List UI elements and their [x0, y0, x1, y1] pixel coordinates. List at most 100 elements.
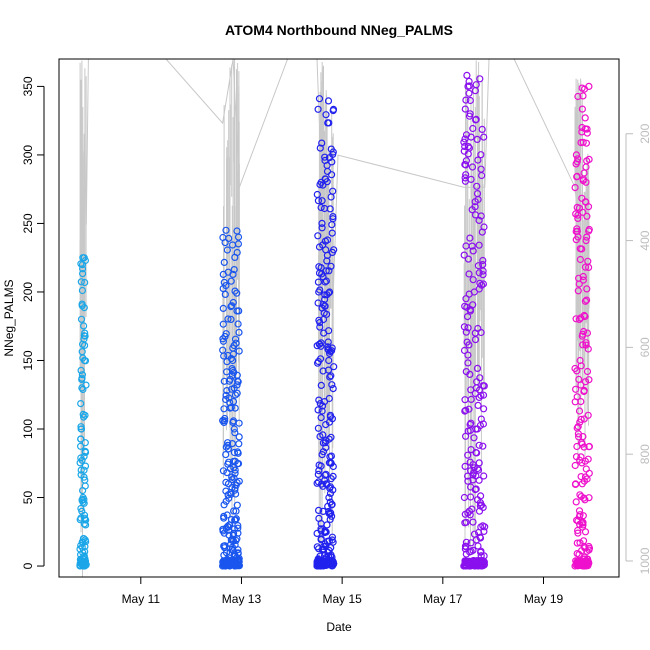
- data-point: [574, 423, 582, 431]
- data-point: [573, 203, 581, 211]
- data-point: [231, 287, 239, 295]
- data-point: [234, 320, 242, 328]
- data-point: [314, 424, 322, 432]
- data-point: [476, 374, 484, 382]
- data-point: [77, 260, 85, 268]
- data-point: [583, 367, 592, 376]
- data-point: [585, 469, 593, 477]
- data-point: [77, 423, 85, 431]
- data-point: [579, 138, 587, 146]
- data-point: [472, 449, 480, 457]
- data-point: [471, 203, 479, 211]
- data-point: [318, 407, 326, 415]
- y2-tick-label: 200: [638, 123, 650, 143]
- data-point: [220, 352, 228, 360]
- data-point: [322, 528, 330, 536]
- data-point: [230, 507, 238, 515]
- data-point: [470, 434, 478, 442]
- data-point: [225, 458, 233, 466]
- data-point: [578, 105, 587, 113]
- data-point: [221, 332, 229, 341]
- data-point: [325, 327, 333, 335]
- data-point: [230, 425, 238, 433]
- data-point: [230, 474, 238, 482]
- data-point: [474, 401, 482, 409]
- data-point: [461, 142, 469, 151]
- data-point: [225, 526, 233, 534]
- data-point: [234, 377, 242, 385]
- y-tick-label: 100: [21, 419, 35, 439]
- data-point: [318, 451, 326, 459]
- data-point: [466, 511, 474, 519]
- data-point: [326, 552, 335, 561]
- data-point: [329, 106, 337, 115]
- data-point: [476, 499, 484, 507]
- data-point: [584, 411, 592, 419]
- data-point: [220, 377, 228, 385]
- data-point: [479, 280, 487, 288]
- data-point: [579, 92, 587, 100]
- data-point: [476, 534, 485, 542]
- data-point: [462, 171, 470, 179]
- data-point: [462, 550, 470, 558]
- data-point: [81, 516, 89, 524]
- data-point: [227, 315, 235, 323]
- data-point: [585, 546, 593, 554]
- data-point: [573, 393, 581, 401]
- data-point: [461, 407, 469, 415]
- data-point: [315, 514, 323, 523]
- data-point: [580, 387, 588, 396]
- data-point: [235, 433, 243, 441]
- data-point: [466, 370, 474, 378]
- data-point: [464, 143, 472, 151]
- data-point: [581, 263, 590, 271]
- data-point: [321, 278, 329, 286]
- data-point: [462, 562, 470, 570]
- data-point: [229, 418, 237, 426]
- data-point: [223, 469, 231, 477]
- data-point: [315, 467, 323, 475]
- y2-tick-label: 400: [638, 230, 650, 250]
- data-point: [464, 477, 472, 485]
- x-tick-label: May 19: [524, 592, 564, 606]
- data-point: [316, 323, 324, 331]
- data-point: [327, 433, 335, 441]
- data-point: [477, 165, 485, 173]
- data-point: [479, 420, 487, 428]
- data-point: [314, 232, 322, 240]
- data-point: [329, 213, 337, 221]
- data-point: [574, 433, 583, 441]
- data-point: [579, 272, 587, 281]
- data-point: [316, 432, 324, 441]
- data-point: [462, 538, 470, 546]
- data-point: [223, 511, 231, 519]
- data-point: [222, 443, 230, 451]
- data-point: [582, 339, 590, 347]
- data-point: [231, 562, 239, 570]
- data-point: [477, 328, 485, 337]
- data-point: [572, 516, 581, 524]
- data-point: [462, 161, 470, 169]
- data-point: [320, 204, 329, 213]
- data-point: [80, 332, 88, 340]
- data-point: [572, 498, 580, 506]
- data-point: [585, 494, 593, 502]
- data-point: [329, 385, 337, 393]
- data-point: [582, 237, 590, 245]
- data-point: [478, 125, 486, 133]
- data-point: [322, 277, 330, 285]
- data-point: [578, 440, 586, 448]
- data-point: [222, 487, 230, 495]
- data-point: [466, 420, 474, 429]
- data-point: [233, 248, 241, 257]
- data-point: [79, 538, 87, 547]
- data-point: [583, 285, 591, 293]
- data-point: [327, 145, 335, 153]
- data-point: [222, 226, 230, 234]
- data-point: [464, 150, 472, 158]
- data-point: [78, 286, 87, 295]
- data-point: [80, 535, 88, 543]
- data-point: [473, 364, 482, 372]
- data-point: [464, 451, 472, 459]
- data-point: [317, 203, 325, 212]
